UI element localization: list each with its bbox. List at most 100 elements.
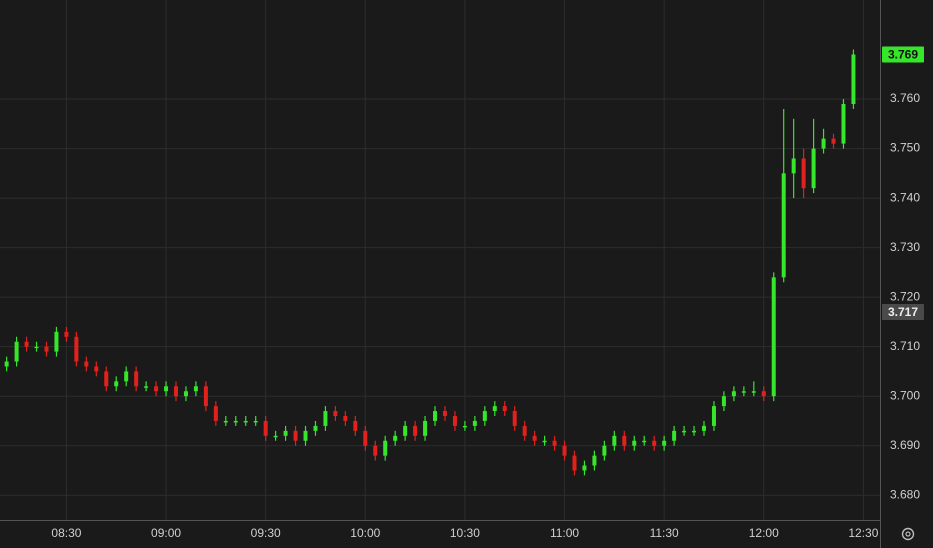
y-tick-label: 3.750 [890,141,920,155]
candle-body [771,277,776,397]
candle-body [114,381,119,387]
candle-body [313,425,318,431]
candle-body [34,346,39,349]
candle-body [64,331,69,337]
last-price-tag-box [882,46,924,63]
candle-body [751,391,756,393]
candle-body [273,435,278,438]
candle-body [642,440,647,443]
y-tick-label: 3.760 [890,91,920,105]
candle-body [502,406,507,412]
x-tick-label: 10:30 [450,526,480,540]
reference-price-tag-box [882,304,924,320]
candle-body [632,440,637,446]
candle-body [263,420,268,436]
candle-body [24,341,29,347]
candle-body [761,391,766,397]
x-tick-label: 08:30 [51,526,81,540]
x-tick-label: 11:30 [650,526,679,540]
candle-body [423,420,428,436]
x-tick-label: 09:00 [151,526,181,540]
gear-ring [901,527,915,541]
candle-body [522,425,527,436]
candle-body [622,435,627,446]
candle-body [333,411,338,416]
candle-body [233,420,238,423]
reference-price-tag: 3.717 [888,305,918,319]
x-tick-label: 09:30 [251,526,281,540]
candle-body [801,158,806,189]
candle-body [821,138,826,149]
candle-body [672,430,677,441]
y-tick-label: 3.700 [890,388,920,402]
candle-body [532,435,537,441]
candle-body [602,445,607,456]
candle-body [223,420,228,423]
candle-body [413,425,418,436]
candle-body [243,420,248,423]
labels: 3.680 3.690 3.700 3.710 3.720 3.730 3.740 3.750… [51,46,924,540]
candle-body [492,406,497,412]
candle-body [831,138,836,144]
candle-body [54,331,59,352]
candle-body [433,411,438,421]
candle-body [303,430,308,441]
candle-body [442,411,447,416]
candle-body [781,173,786,278]
candle-body [353,420,358,431]
candle-body [721,396,726,407]
candle-body [94,366,99,372]
y-tick-label: 3.710 [890,339,920,353]
candle-body [44,346,49,352]
x-tick-label: 10:00 [350,526,380,540]
y-tick-label: 3.690 [890,438,920,452]
candle-body [323,411,328,426]
candle-body [363,430,368,446]
candle-body [213,406,218,421]
candle-body [711,406,716,426]
x-tick-label: 11:00 [550,526,579,540]
candle-body [841,104,846,144]
candles [4,49,856,476]
candle-body [4,361,9,367]
last-price-tag: 3.769 [888,48,918,62]
candle-body [393,435,398,441]
candle-body [283,430,288,436]
candle-body [512,411,517,426]
candle-body [383,440,388,456]
candle-body [662,440,667,446]
x-tick-label: 12:00 [749,526,779,540]
candle-body [791,158,796,174]
candle-body [731,391,736,397]
candle-body [183,391,188,397]
candle-body [452,416,457,426]
candle-body [373,445,378,456]
settings-icon[interactable] [901,527,915,541]
candle-body [203,386,208,407]
candle-body [14,341,19,362]
candle-body [343,416,348,421]
candle-body [134,371,139,387]
candle-body [612,435,617,446]
candle-body [552,440,557,446]
candle-body [104,371,109,387]
candle-body [592,455,597,466]
candle-body [84,361,89,367]
candle-body [582,465,587,471]
x-tick-label: 12:30 [848,526,878,540]
candle-body [253,420,258,423]
candle-body [851,54,856,104]
candle-body [472,420,477,426]
y-tick-label: 3.740 [890,190,920,204]
candle-body [164,386,169,392]
grid [0,0,880,520]
candle-body [682,430,687,433]
candle-body [652,440,657,446]
candle-body [293,430,298,441]
y-tick-label: 3.720 [890,289,920,303]
candle-body [124,371,129,382]
candle-body [542,440,547,443]
y-tick-label: 3.680 [890,487,920,501]
